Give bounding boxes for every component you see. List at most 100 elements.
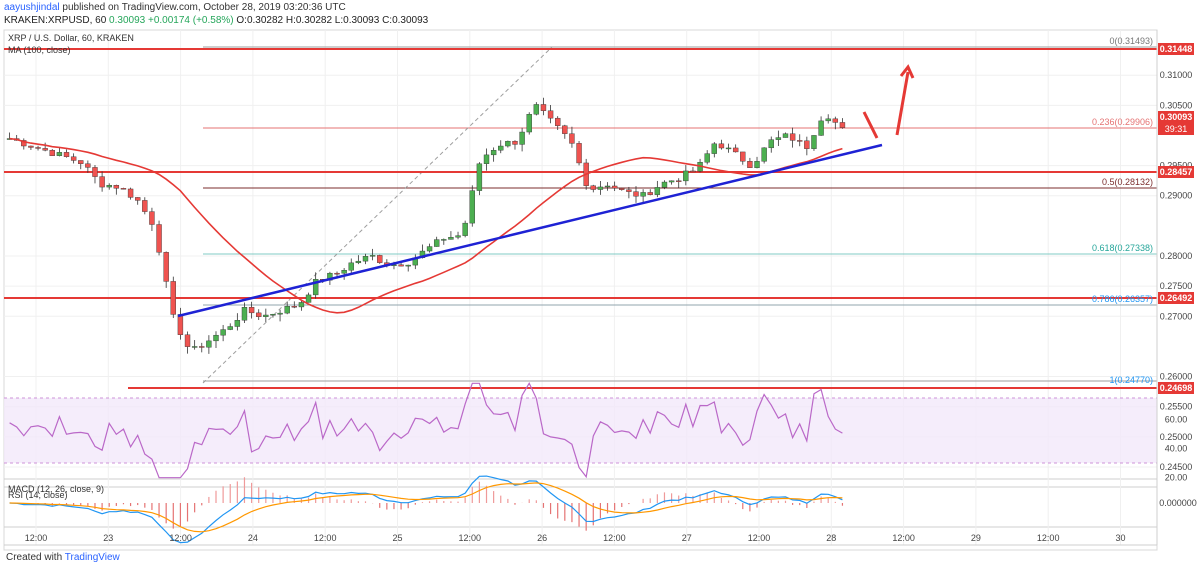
- price-tick-2: 0.29500: [1160, 161, 1193, 171]
- candle: [668, 180, 675, 185]
- bullish-trendline[interactable]: [177, 143, 883, 318]
- rsi-line: [9, 382, 843, 479]
- time-tick-7: 26: [537, 533, 547, 543]
- time-tick-1: 23: [103, 533, 113, 543]
- candle: [526, 112, 532, 135]
- price-axis[interactable]: 0.31000 0.30500 0.29500 0.29000 0.28000 0.275…: [1156, 30, 1193, 545]
- fib-label-618: 0.618(0.27338): [1092, 243, 1153, 253]
- candle: [284, 301, 290, 315]
- fib-label-1: 1(0.24770): [1109, 375, 1153, 385]
- candle: [476, 162, 483, 196]
- time-tick-5: 25: [392, 533, 402, 543]
- candle: [683, 165, 689, 186]
- candle: [135, 197, 141, 205]
- badge-mid-res-text: 0.28457: [1160, 167, 1193, 177]
- rsi-tick-1: 60.00: [1165, 415, 1188, 425]
- candle: [611, 181, 618, 192]
- badge-countdown-text: 39:31: [1165, 124, 1188, 134]
- chart-legend-ma: MA (100, close): [8, 45, 71, 55]
- candle: [597, 180, 604, 195]
- ohlc-values: O:0.30282 H:0.30282 L:0.30093 C:0.30093: [236, 15, 429, 26]
- price-change: +0.00174 (+0.58%): [147, 15, 234, 26]
- candle: [341, 268, 347, 280]
- macd-line: [9, 475, 843, 544]
- candle: [569, 126, 575, 148]
- candle: [490, 147, 497, 162]
- candle: [298, 300, 305, 311]
- candle: [512, 140, 518, 150]
- candle: [448, 231, 454, 240]
- candle: [106, 183, 112, 190]
- candle: [263, 308, 269, 322]
- candle: [676, 178, 682, 188]
- candle: [811, 135, 817, 151]
- time-tick-0: 12:00: [25, 533, 48, 543]
- candle: [70, 153, 77, 164]
- candle: [718, 139, 725, 150]
- candle: [654, 180, 661, 198]
- footer-created: Created with: [6, 552, 63, 563]
- candle: [78, 160, 84, 170]
- candle: [163, 251, 169, 288]
- time-tick-10: 12:00: [748, 533, 771, 543]
- price-tick-1: 0.30500: [1160, 100, 1193, 110]
- badge-last: 0.30093 39:31: [1158, 111, 1194, 135]
- time-tick-6: 12:00: [459, 533, 482, 543]
- candle: [191, 340, 198, 350]
- candle: [291, 301, 297, 309]
- candle: [184, 331, 191, 354]
- candle: [797, 134, 803, 147]
- candle: [120, 187, 127, 190]
- fib-label-5: 0.5(0.28132): [1102, 177, 1153, 187]
- candle: [661, 180, 668, 190]
- candle: [256, 309, 262, 320]
- rsi-tick-3: 20.00: [1165, 473, 1188, 483]
- time-axis[interactable]: 12:00 23 12:00 24 12:00 25 12:00 26 12:00 27 12:00…: [4, 533, 1157, 546]
- candle: [142, 197, 148, 215]
- candle: [63, 149, 70, 158]
- tradingview-logo[interactable]: TradingView: [64, 552, 120, 563]
- candle: [562, 124, 568, 139]
- candle: [220, 324, 226, 342]
- fib-trend-dashed: [202, 46, 553, 384]
- time-tick-12: 12:00: [892, 533, 915, 543]
- badge-support: 0.26492: [1158, 292, 1194, 304]
- price-tick-10: 0.24500: [1160, 462, 1193, 472]
- candle: [35, 145, 41, 151]
- candle: [647, 189, 653, 196]
- candle: [149, 207, 155, 232]
- candle: [483, 148, 490, 171]
- rsi-legend: RSI (14, close): [8, 490, 68, 500]
- candle: [433, 236, 440, 247]
- candle: [305, 292, 312, 303]
- candle: [555, 116, 561, 130]
- fib-label-0: 0(0.31493): [1109, 36, 1153, 46]
- candle: [92, 164, 98, 184]
- time-tick-15: 30: [1115, 533, 1125, 543]
- candle: [732, 144, 739, 153]
- symbol-info: KRAKEN:XRPUSD, 60 0.30093 +0.00174 (+0.5…: [4, 15, 428, 27]
- time-tick-4: 12:00: [314, 533, 337, 543]
- badge-bottom: 0.24698: [1158, 382, 1194, 394]
- ma-line: [9, 137, 843, 314]
- author-name[interactable]: aayushjindal: [4, 2, 60, 13]
- candle: [234, 313, 241, 331]
- price-tick-7: 0.26000: [1160, 372, 1193, 382]
- candle: [362, 253, 369, 265]
- candle: [690, 167, 696, 173]
- macd-signal-line: [9, 482, 843, 533]
- fib-label-236: 0.236(0.29906): [1092, 117, 1153, 127]
- badge-res-top: 0.31448: [1158, 43, 1194, 55]
- candle: [277, 309, 283, 322]
- candle: [590, 184, 596, 193]
- macd-legend: MACD (12, 26, close, 9): [8, 484, 104, 494]
- badge-support-text: 0.26492: [1160, 293, 1193, 303]
- price-tick-3: 0.29000: [1160, 191, 1193, 201]
- chart-legend-pair: XRP / U.S. Dollar, 60, KRAKEN: [8, 33, 134, 43]
- candle: [28, 145, 34, 151]
- candle: [426, 243, 433, 253]
- macd-histogram: [16, 477, 844, 531]
- candle: [355, 255, 362, 265]
- candle: [619, 187, 625, 191]
